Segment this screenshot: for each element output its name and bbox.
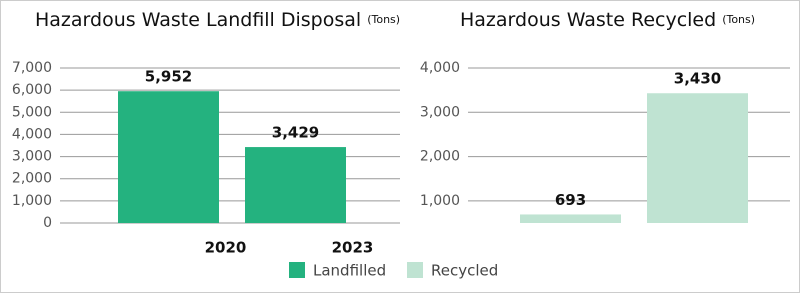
value-label: 3,430 bbox=[674, 70, 721, 88]
y-tick-label: 1,000 bbox=[420, 193, 460, 209]
y-tick-label: 3,000 bbox=[420, 104, 460, 120]
x-tick-label: 2020 bbox=[205, 239, 247, 257]
chart-title: Hazardous Waste Landfill Disposal (Tons) bbox=[35, 9, 400, 31]
chart-unit: (Tons) bbox=[722, 13, 755, 26]
y-tick-label: 0 bbox=[43, 215, 52, 231]
value-label: 5,952 bbox=[145, 68, 192, 86]
legend-label: Landfilled bbox=[313, 262, 386, 280]
legend-swatch bbox=[289, 262, 305, 278]
chart-title-text: Hazardous Waste Landfill Disposal bbox=[35, 9, 361, 31]
legend-swatch bbox=[407, 262, 423, 278]
value-label: 3,429 bbox=[272, 124, 319, 142]
y-tick-label: 3,000 bbox=[12, 149, 52, 165]
y-tick-label: 4,000 bbox=[12, 126, 52, 142]
y-tick-label: 5,000 bbox=[12, 104, 52, 120]
chart-title: Hazardous Waste Recycled (Tons) bbox=[460, 9, 755, 31]
y-tick-label: 4,000 bbox=[420, 60, 460, 76]
chart-unit: (Tons) bbox=[367, 13, 400, 26]
y-tick-label: 7,000 bbox=[12, 60, 52, 76]
y-tick-label: 2,000 bbox=[420, 149, 460, 165]
bar bbox=[520, 214, 621, 223]
bar bbox=[118, 91, 219, 223]
x-tick-label: 2023 bbox=[332, 239, 374, 257]
value-label: 693 bbox=[555, 191, 586, 209]
chart-title-text: Hazardous Waste Recycled bbox=[460, 9, 716, 31]
bar bbox=[647, 93, 748, 223]
legend-label: Recycled bbox=[431, 262, 498, 280]
y-tick-label: 6,000 bbox=[12, 82, 52, 98]
y-tick-label: 2,000 bbox=[12, 171, 52, 187]
bar bbox=[245, 147, 346, 223]
y-tick-label: 1,000 bbox=[12, 193, 52, 209]
